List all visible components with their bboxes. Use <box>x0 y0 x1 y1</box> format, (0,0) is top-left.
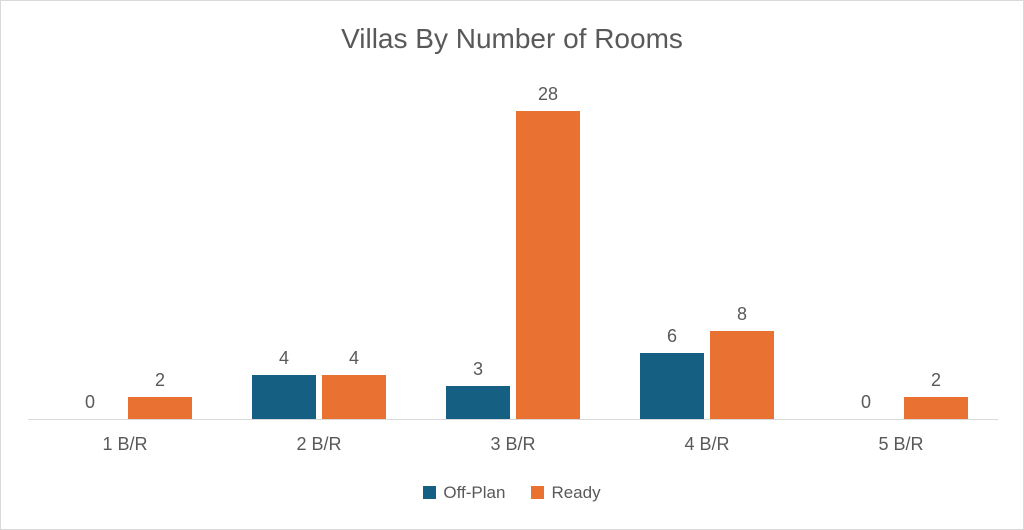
legend-swatch-off-plan <box>423 486 437 499</box>
bar-off-plan-4-b-r <box>640 353 704 419</box>
x-axis-label-3-b-r: 3 B/R <box>490 434 536 454</box>
data-label-off-plan-1-b-r: 0 <box>84 392 96 412</box>
x-axis-label-2-b-r: 2 B/R <box>296 434 342 454</box>
legend: Off-Plan Ready <box>1 484 1023 501</box>
x-axis-label-4-b-r: 4 B/R <box>684 434 730 454</box>
bar-ready-4-b-r <box>710 331 774 419</box>
x-axis-label-5-b-r: 5 B/R <box>878 434 924 454</box>
data-label-ready-3-b-r: 28 <box>537 84 559 104</box>
data-label-off-plan-2-b-r: 4 <box>278 348 290 368</box>
chart-title: Villas By Number of Rooms <box>341 23 683 54</box>
bar-off-plan-3-b-r <box>446 386 510 419</box>
data-label-off-plan-3-b-r: 3 <box>472 359 484 379</box>
plot-area: 0 2 1 B/R 4 4 2 B/R 3 28 3 B/R 6 8 4 B/R 0 2 5 B/R <box>28 85 998 453</box>
category-group-4-b-r: 6 8 4 B/R <box>610 89 804 453</box>
data-label-ready-2-b-r: 4 <box>348 348 360 368</box>
bar-ready-3-b-r <box>516 111 580 419</box>
bar-ready-2-b-r <box>322 375 386 419</box>
bar-off-plan-2-b-r <box>252 375 316 419</box>
category-group-2-b-r: 4 4 2 B/R <box>222 89 416 453</box>
x-axis-label-1-b-r: 1 B/R <box>102 434 148 454</box>
legend-item-ready: Ready <box>531 483 601 502</box>
legend-swatch-ready <box>531 486 545 499</box>
legend-label-off-plan: Off-Plan <box>443 483 506 502</box>
data-label-ready-4-b-r: 8 <box>736 304 748 324</box>
category-group-3-b-r: 3 28 3 B/R <box>416 85 610 453</box>
data-label-ready-1-b-r: 2 <box>154 370 166 390</box>
bar-ready-5-b-r <box>904 397 968 419</box>
category-group-5-b-r: 0 2 5 B/R <box>804 89 998 453</box>
data-label-off-plan-5-b-r: 0 <box>860 392 872 412</box>
legend-item-off-plan: Off-Plan <box>423 484 505 501</box>
legend-label-ready: Ready <box>551 483 601 502</box>
data-label-off-plan-4-b-r: 6 <box>666 326 678 346</box>
category-group-1-b-r: 0 2 1 B/R <box>28 89 222 453</box>
data-label-ready-5-b-r: 2 <box>930 370 942 390</box>
bar-ready-1-b-r <box>128 397 192 419</box>
